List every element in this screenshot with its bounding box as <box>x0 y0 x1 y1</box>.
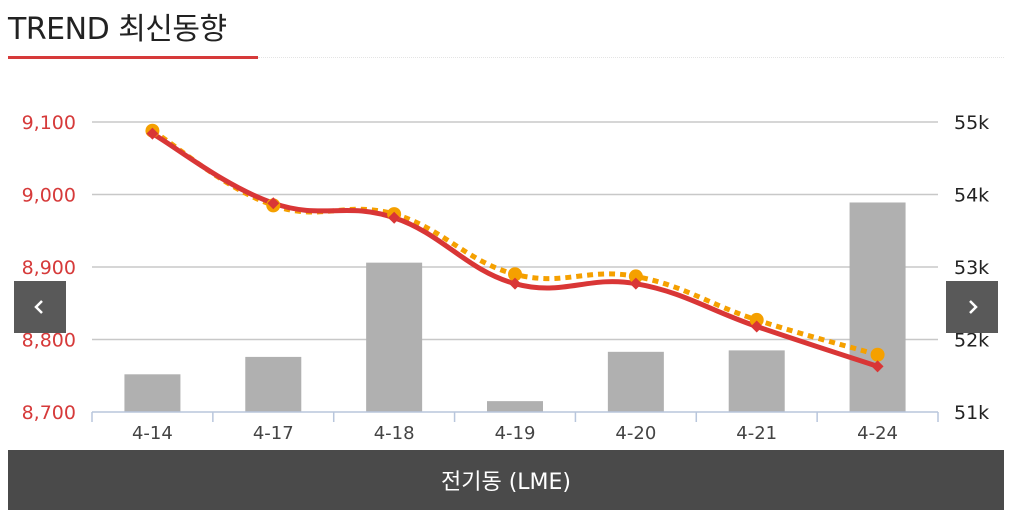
dashed-series-line <box>151 128 879 358</box>
series-point-diamond <box>629 277 642 290</box>
series-point-diamond <box>146 127 159 140</box>
y-left-tick-label: 8,800 <box>22 330 76 352</box>
title-underline <box>8 56 258 59</box>
series-point-circle <box>870 347 885 362</box>
commodity-label: 전기동 (LME) <box>440 470 572 495</box>
series-point-circle <box>628 269 643 284</box>
series-point-circle <box>508 267 522 282</box>
x-tick-label: 4-17 <box>253 423 294 444</box>
x-tick-label: 4-19 <box>495 423 536 444</box>
series-point-diamond <box>267 197 280 210</box>
volume-bar <box>849 202 906 412</box>
y-left-tick-label: 9,000 <box>22 185 76 207</box>
y-right-tick-label: 54k <box>954 185 989 207</box>
series-point-circle <box>749 312 764 327</box>
series-point-diamond <box>871 360 884 373</box>
y-left-tick-label: 8,700 <box>22 402 76 424</box>
solid-series-line <box>151 131 879 369</box>
page-title: TREND 최신동향 <box>8 12 227 47</box>
volume-bar <box>607 351 664 412</box>
x-tick-label: 4-14 <box>132 423 173 444</box>
y-left-tick-label: 9,100 <box>22 112 76 134</box>
y-right-tick-label: 52k <box>954 330 989 352</box>
volume-bar <box>245 356 302 412</box>
series-point-diamond <box>750 320 763 333</box>
volume-bar <box>728 350 785 412</box>
y-right-tick-label: 51k <box>954 402 989 424</box>
x-tick-label: 4-20 <box>615 423 656 444</box>
volume-bar <box>124 374 181 412</box>
x-tick-label: 4-21 <box>736 423 777 444</box>
chevron-right-icon <box>969 300 978 314</box>
trend-chart: 9,100 55k 9,000 54k 8,900 53k 8,800 52k 8,700 51k… <box>22 112 990 444</box>
chart-next-button[interactable] <box>946 281 998 333</box>
chevron-left-icon <box>34 300 43 314</box>
x-tick-label: 4-18 <box>374 423 415 444</box>
y-right-tick-label: 55k <box>954 112 989 134</box>
chart-prev-button[interactable] <box>14 281 66 333</box>
y-left-tick-label: 8,900 <box>22 257 76 279</box>
series-point-diamond <box>509 277 521 290</box>
y-right-tick-label: 53k <box>954 257 989 279</box>
series-point-diamond <box>388 211 401 224</box>
volume-bar <box>487 401 543 412</box>
volume-bar <box>366 262 423 412</box>
commodity-label-bar: 전기동 (LME) <box>8 450 1004 510</box>
title-divider <box>258 57 1004 58</box>
x-tick-label: 4-24 <box>857 423 898 444</box>
